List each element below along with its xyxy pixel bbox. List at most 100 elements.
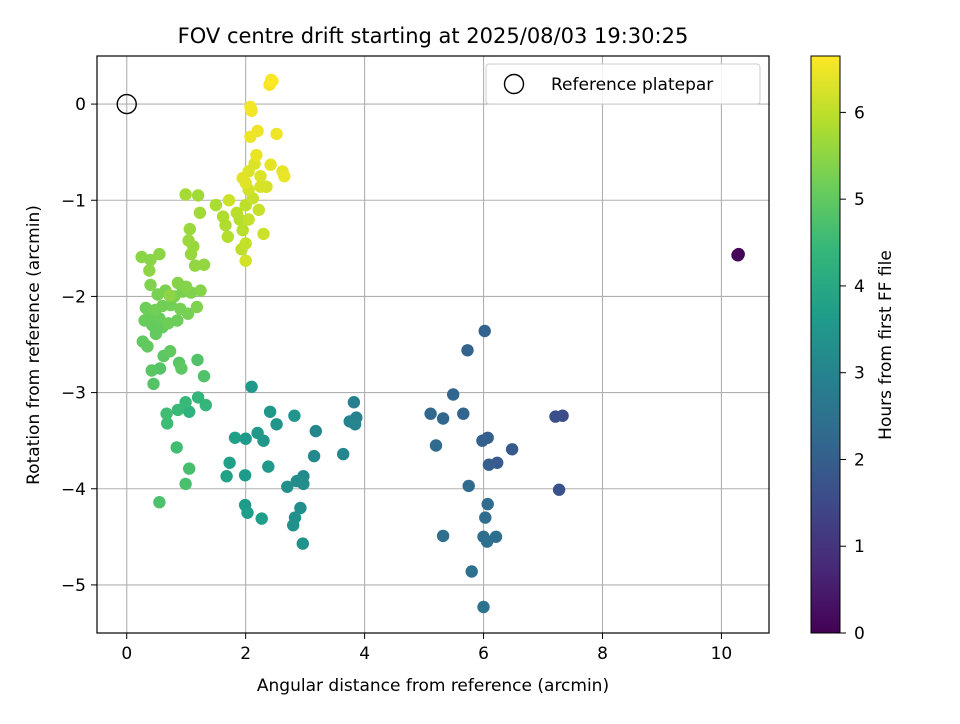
- data-point: [254, 170, 267, 183]
- data-point: [462, 479, 475, 493]
- data-point: [141, 340, 154, 353]
- data-point: [251, 426, 264, 440]
- data-point: [143, 264, 156, 277]
- data-point: [294, 501, 307, 515]
- data-point: [281, 480, 294, 493]
- data-point: [145, 364, 158, 377]
- data-point: [337, 447, 350, 461]
- colorbar-tick-label: 0: [854, 624, 865, 644]
- data-point: [461, 344, 474, 357]
- chart-title: FOV centre drift starting at 2025/08/03 …: [178, 24, 689, 48]
- data-point: [160, 407, 173, 420]
- data-point: [424, 407, 437, 420]
- x-tick-label: 2: [240, 644, 251, 664]
- plot-area: [97, 56, 769, 633]
- data-point: [245, 380, 258, 393]
- data-point: [482, 458, 496, 471]
- colorbar-gradient: [810, 55, 841, 634]
- data-point: [179, 477, 192, 491]
- data-point: [153, 247, 166, 261]
- data-point: [436, 412, 450, 425]
- data-point: [242, 213, 255, 226]
- data-point: [188, 259, 202, 272]
- x-tick-label: 0: [121, 644, 132, 664]
- data-point: [171, 314, 184, 327]
- data-point: [731, 248, 744, 262]
- data-point: [436, 529, 450, 543]
- data-point: [163, 345, 177, 358]
- data-point: [478, 324, 491, 338]
- y-tick-label: −4: [61, 480, 86, 500]
- data-point: [239, 432, 252, 445]
- data-point: [179, 396, 192, 409]
- data-point: [287, 519, 300, 532]
- x-axis-label: Angular distance from reference (arcmin): [257, 676, 609, 696]
- x-tick-label: 4: [359, 644, 370, 664]
- data-point: [153, 496, 166, 509]
- data-point: [257, 227, 270, 241]
- data-point: [161, 417, 174, 430]
- data-point: [479, 511, 492, 524]
- data-point: [180, 280, 193, 293]
- data-point: [220, 470, 233, 483]
- data-point: [144, 253, 157, 267]
- data-point: [228, 431, 242, 444]
- y-tick-label: −5: [61, 576, 86, 596]
- data-point: [239, 237, 252, 250]
- data-point: [307, 449, 321, 463]
- grid-lines: [97, 56, 769, 633]
- data-point: [477, 600, 490, 614]
- data-point: [264, 158, 277, 171]
- data-point: [278, 170, 291, 183]
- data-point: [236, 223, 249, 237]
- data-point: [296, 537, 309, 550]
- data-point: [181, 307, 195, 320]
- data-point: [139, 301, 152, 315]
- data-point: [262, 460, 275, 473]
- data-point: [170, 441, 183, 454]
- colorbar-tick-label: 3: [854, 364, 865, 384]
- colorbar-ticks: 0 1 2 3 4 5 6: [840, 103, 865, 644]
- data-point: [223, 456, 236, 469]
- data-point: [263, 405, 277, 418]
- y-axis-ticks: 0 −1 −2 −3 −4 −5: [61, 95, 97, 596]
- data-point: [481, 497, 494, 511]
- data-point: [251, 124, 264, 138]
- x-tick-label: 8: [597, 644, 608, 664]
- data-point: [309, 424, 322, 438]
- data-point: [290, 474, 303, 488]
- y-tick-label: −1: [61, 191, 86, 211]
- data-point: [465, 565, 478, 578]
- data-point: [266, 74, 279, 88]
- data-point: [190, 300, 204, 314]
- legend-box: [485, 63, 761, 105]
- data-point: [221, 230, 234, 243]
- data-point: [288, 409, 301, 422]
- data-point: [343, 415, 356, 428]
- data-point: [193, 206, 207, 219]
- data-point: [199, 398, 212, 412]
- data-point: [163, 289, 176, 302]
- y-tick-label: 0: [75, 95, 86, 115]
- data-point: [457, 407, 470, 420]
- plot-frame: [96, 55, 770, 634]
- colorbar-tick-label: 5: [854, 190, 865, 210]
- reference-marker: [116, 93, 137, 115]
- data-point: [230, 206, 243, 219]
- data-point: [429, 439, 443, 452]
- data-point: [489, 530, 503, 543]
- data-point: [183, 462, 196, 475]
- x-tick-label: 10: [711, 644, 733, 664]
- data-point: [239, 254, 252, 267]
- colorbar-label: Hours from first FF file: [876, 250, 896, 440]
- data-point: [476, 434, 489, 447]
- data-point: [219, 219, 232, 232]
- data-point: [147, 377, 160, 391]
- data-point: [191, 189, 205, 202]
- x-tick-label: 6: [478, 644, 489, 664]
- data-point: [238, 469, 252, 482]
- data-point: [171, 403, 185, 417]
- data-point: [236, 171, 249, 185]
- colorbar-tick-label: 6: [854, 103, 865, 123]
